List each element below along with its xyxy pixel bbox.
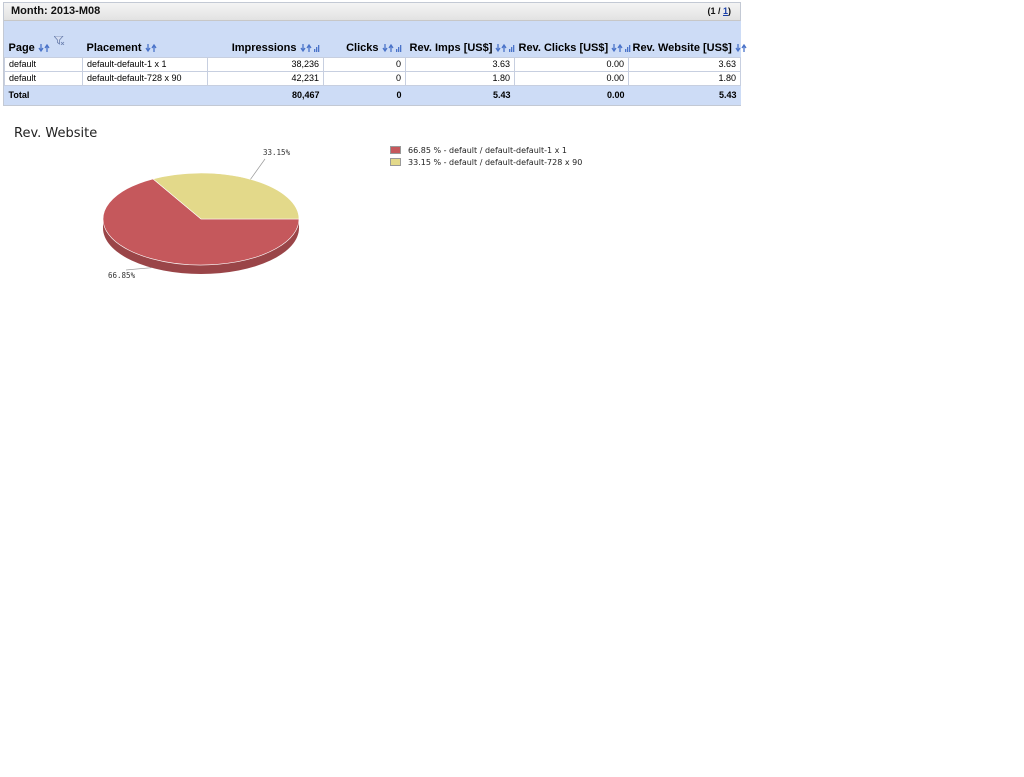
column-header[interactable]: Rev. Clicks [US$] xyxy=(514,21,631,57)
column-header[interactable]: Rev. Imps [US$] xyxy=(405,21,515,57)
pager-page-link[interactable]: 1 xyxy=(722,6,728,16)
table-cell-impressions: 42,231 xyxy=(207,70,324,86)
column-header-label: Rev. Clicks [US$] xyxy=(518,41,609,54)
column-header-label: Rev. Website [US$] xyxy=(632,41,732,54)
total-cell-impressions: 80,467 xyxy=(207,84,324,105)
report-table-panel: Month: 2013-M08 (1 / 1) Page Placement Imp… xyxy=(3,2,747,106)
column-header[interactable]: Placement xyxy=(82,21,208,57)
report-header: Month: 2013-M08 (1 / 1) xyxy=(4,3,740,21)
sort-arrows-icon[interactable] xyxy=(495,43,515,55)
table-cell-page: default xyxy=(4,56,83,72)
pager-suffix: ) xyxy=(728,6,731,16)
slice-label: 33.15% xyxy=(263,148,291,157)
legend-label: 66.85 % - default / default-default-1 x … xyxy=(408,145,568,155)
total-cell-label: Total xyxy=(4,84,83,105)
header-row: Page Placement Impressions Clicks Rev. Imps … xyxy=(4,21,747,57)
pie-slice-side xyxy=(103,219,299,274)
table-cell-rev-clicks: 0.00 xyxy=(514,56,629,72)
total-cell-rev-clicks: 0.00 xyxy=(514,84,629,105)
chart-legend: 66.85 % - default / default-default-1 x … xyxy=(390,144,582,168)
column-header-label: Page xyxy=(8,41,35,54)
table-cell-rev-website: 3.63 xyxy=(628,56,741,72)
column-header[interactable]: Page xyxy=(4,21,83,57)
sort-arrows-icon[interactable] xyxy=(144,43,158,55)
total-cell-rev-website: 5.43 xyxy=(628,84,741,105)
table-cell-placement: default-default-1 x 1 xyxy=(82,56,208,72)
column-header-label: Placement xyxy=(86,41,142,54)
sort-arrows-icon[interactable] xyxy=(735,43,748,55)
table-row[interactable]: default default-default-1 x 1 38,236 0 3.63 0… xyxy=(4,56,741,72)
table-cell-rev-imps: 1.80 xyxy=(405,70,515,86)
column-header-label: Impressions xyxy=(231,41,297,54)
pie-chart: 66.85% 33.15% xyxy=(102,148,300,280)
table-cell-clicks: 0 xyxy=(323,56,406,72)
total-cell-clicks: 0 xyxy=(323,84,406,105)
total-row: Total 80,467 0 5.43 0.00 5.43 xyxy=(4,84,741,105)
table-cell-impressions: 38,236 xyxy=(207,56,324,72)
column-header[interactable]: Impressions xyxy=(207,21,324,57)
table-row[interactable]: default default-default-728 x 90 42,231 0 1.… xyxy=(4,70,741,86)
legend-swatch xyxy=(390,146,401,154)
pager-prefix: (1 / xyxy=(707,6,723,16)
pie-slice[interactable] xyxy=(102,178,300,266)
slice-leader-line xyxy=(125,267,152,271)
report-title: Month: 2013-M08 xyxy=(11,5,101,17)
column-header-label: Clicks xyxy=(346,41,379,54)
pager: (1 / 1) xyxy=(707,6,731,16)
report-grid: Page Placement Impressions Clicks Rev. Imps … xyxy=(4,21,747,105)
column-header-label: Rev. Imps [US$] xyxy=(409,41,493,54)
table-cell-placement: default-default-728 x 90 xyxy=(82,70,208,86)
table-cell-clicks: 0 xyxy=(323,70,406,86)
table-cell-rev-clicks: 0.00 xyxy=(514,70,629,86)
total-cell-rev-imps: 5.43 xyxy=(405,84,515,105)
legend-item: 66.85 % - default / default-default-1 x … xyxy=(390,144,582,156)
legend-label: 33.15 % - default / default-default-728 … xyxy=(408,157,583,167)
column-header[interactable]: Rev. Website [US$] xyxy=(628,21,747,57)
sort-arrows-icon[interactable] xyxy=(299,43,320,55)
pie-slice[interactable] xyxy=(152,172,300,220)
table-cell-rev-imps: 3.63 xyxy=(405,56,515,72)
legend-item: 33.15 % - default / default-default-728 … xyxy=(390,156,582,168)
total-cell-placement xyxy=(82,84,208,105)
legend-swatch xyxy=(390,158,401,166)
sort-arrows-icon[interactable] xyxy=(611,43,631,55)
sort-arrows-icon[interactable] xyxy=(38,43,51,55)
filter-icon[interactable] xyxy=(52,35,65,48)
column-header[interactable]: Clicks xyxy=(323,21,406,57)
chart-title: Rev. Website xyxy=(14,126,98,141)
sort-arrows-icon[interactable] xyxy=(381,43,402,55)
slice-label: 66.85% xyxy=(108,271,136,280)
slice-leader-line xyxy=(250,158,266,180)
table-cell-rev-website: 1.80 xyxy=(628,70,741,86)
table-cell-page: default xyxy=(4,70,83,86)
